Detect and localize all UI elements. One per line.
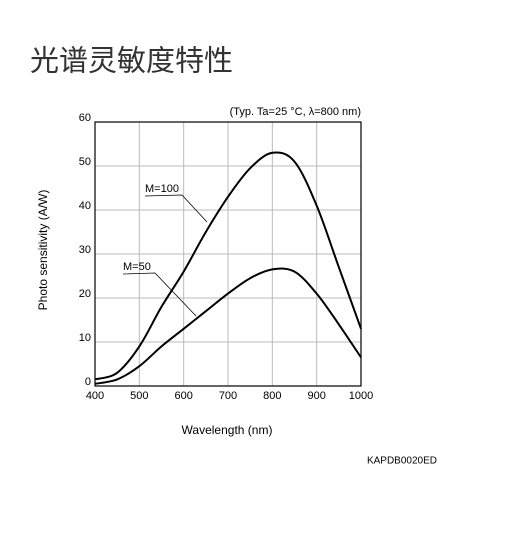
- series-line: [94, 267, 362, 385]
- y-tick-label: 10: [79, 332, 91, 344]
- x-tick-label: 400: [86, 390, 104, 402]
- plot-frame: [94, 121, 362, 387]
- series-label: M=50: [123, 261, 151, 273]
- x-axis-label: Wavelength (nm): [182, 423, 273, 437]
- figure-code: KAPDB0020ED: [367, 456, 437, 467]
- x-tick-label: 1000: [349, 390, 373, 402]
- y-axis-label: Photo sensitivity (A/W): [36, 190, 50, 311]
- x-tick-label: 500: [130, 390, 148, 402]
- y-tick-label: 30: [79, 244, 91, 256]
- y-tick-label: 50: [79, 156, 91, 168]
- series-line: [94, 151, 362, 381]
- series-label: M=100: [145, 183, 179, 195]
- x-tick-label: 600: [174, 390, 192, 402]
- y-tick-label: 40: [79, 200, 91, 212]
- y-tick-label: 0: [85, 376, 91, 388]
- x-tick-label: 800: [263, 390, 281, 402]
- y-tick-label: 20: [79, 288, 91, 300]
- leader-line: [122, 272, 197, 317]
- y-tick-label: 60: [79, 112, 91, 124]
- leader-line: [144, 194, 208, 223]
- x-tick-label: 700: [219, 390, 237, 402]
- chart-note: (Typ. Ta=25 °C, λ=800 nm): [230, 106, 361, 118]
- x-tick-label: 900: [307, 390, 325, 402]
- page-title: 光谱灵敏度特性: [30, 45, 233, 78]
